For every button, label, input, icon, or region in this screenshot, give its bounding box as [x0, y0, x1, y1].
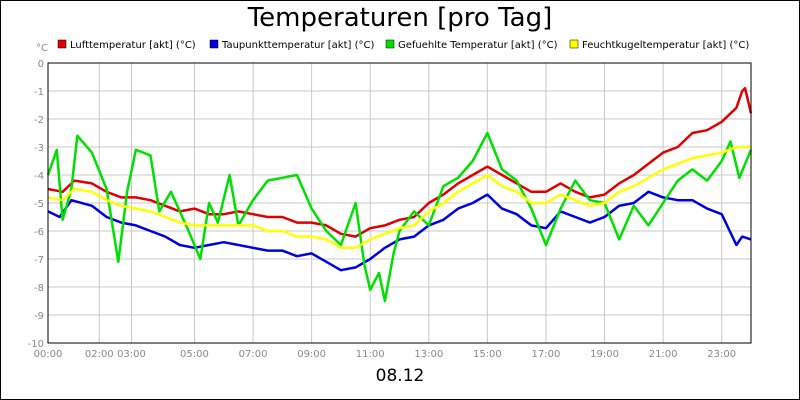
y-axis-label: °C [36, 43, 48, 54]
x-tick-label: 15:00 [473, 349, 502, 360]
x-tick-label: 19:00 [590, 349, 619, 360]
series-line-4 [47, 145, 751, 250]
y-tick-label: 0 [38, 59, 44, 70]
x-tick-label: 17:00 [532, 349, 561, 360]
x-tick-label: 03:00 [117, 349, 146, 360]
y-tick-label: -7 [34, 255, 44, 266]
y-axis-ticks: 0 -1 -2 -3 -4 -5 -6 -7 -8 -9 -10 [28, 59, 44, 350]
legend-swatch [57, 39, 67, 49]
y-tick-label: -10 [28, 339, 44, 350]
x-tick-label: 11:00 [356, 349, 385, 360]
x-axis-ticks: 00:00 02:00 03:00 05:00 07:00 09:00 11:00 13:00… [34, 349, 737, 360]
plot-border [47, 62, 752, 344]
x-tick-label: 02:00 [85, 349, 114, 360]
y-tick-label: -1 [34, 87, 44, 98]
x-tick-label: 00:00 [34, 349, 63, 360]
legend-swatch [569, 39, 579, 49]
legend-label: Feuchtkugeltemperatur [akt] (°C) [582, 40, 749, 51]
legend-swatch [209, 39, 219, 49]
y-tick-label: -5 [34, 199, 44, 210]
legend-swatch [385, 39, 395, 49]
y-tick-label: -3 [34, 143, 44, 154]
x-tick-label: 23:00 [707, 349, 736, 360]
chart-title: Temperaturen [pro Tag] [247, 3, 553, 33]
date-label: 08.12 [375, 366, 425, 386]
legend-label: Gefuehlte Temperatur [akt] (°C) [398, 40, 558, 51]
series-line-1 [47, 86, 753, 238]
y-tick-label: -4 [34, 171, 44, 182]
x-tick-label: 07:00 [239, 349, 268, 360]
series-group [46, 86, 753, 303]
legend-label: Taupunkttemperatur [akt] (°C) [221, 40, 374, 51]
x-tick-label: 05:00 [180, 349, 209, 360]
legend: Lufttemperatur [akt] (°C) Taupunkttempera… [57, 39, 749, 51]
x-tick-label: 13:00 [414, 349, 443, 360]
y-tick-label: -2 [34, 115, 44, 126]
x-tick-label: 21:00 [649, 349, 678, 360]
x-tick-label: 09:00 [297, 349, 326, 360]
legend-label: Lufttemperatur [akt] (°C) [70, 40, 196, 51]
y-tick-label: -6 [34, 227, 44, 238]
series-line-2 [47, 190, 752, 272]
y-tick-label: -8 [34, 283, 44, 294]
y-tick-label: -9 [34, 311, 44, 322]
series-line-3 [46, 131, 753, 303]
